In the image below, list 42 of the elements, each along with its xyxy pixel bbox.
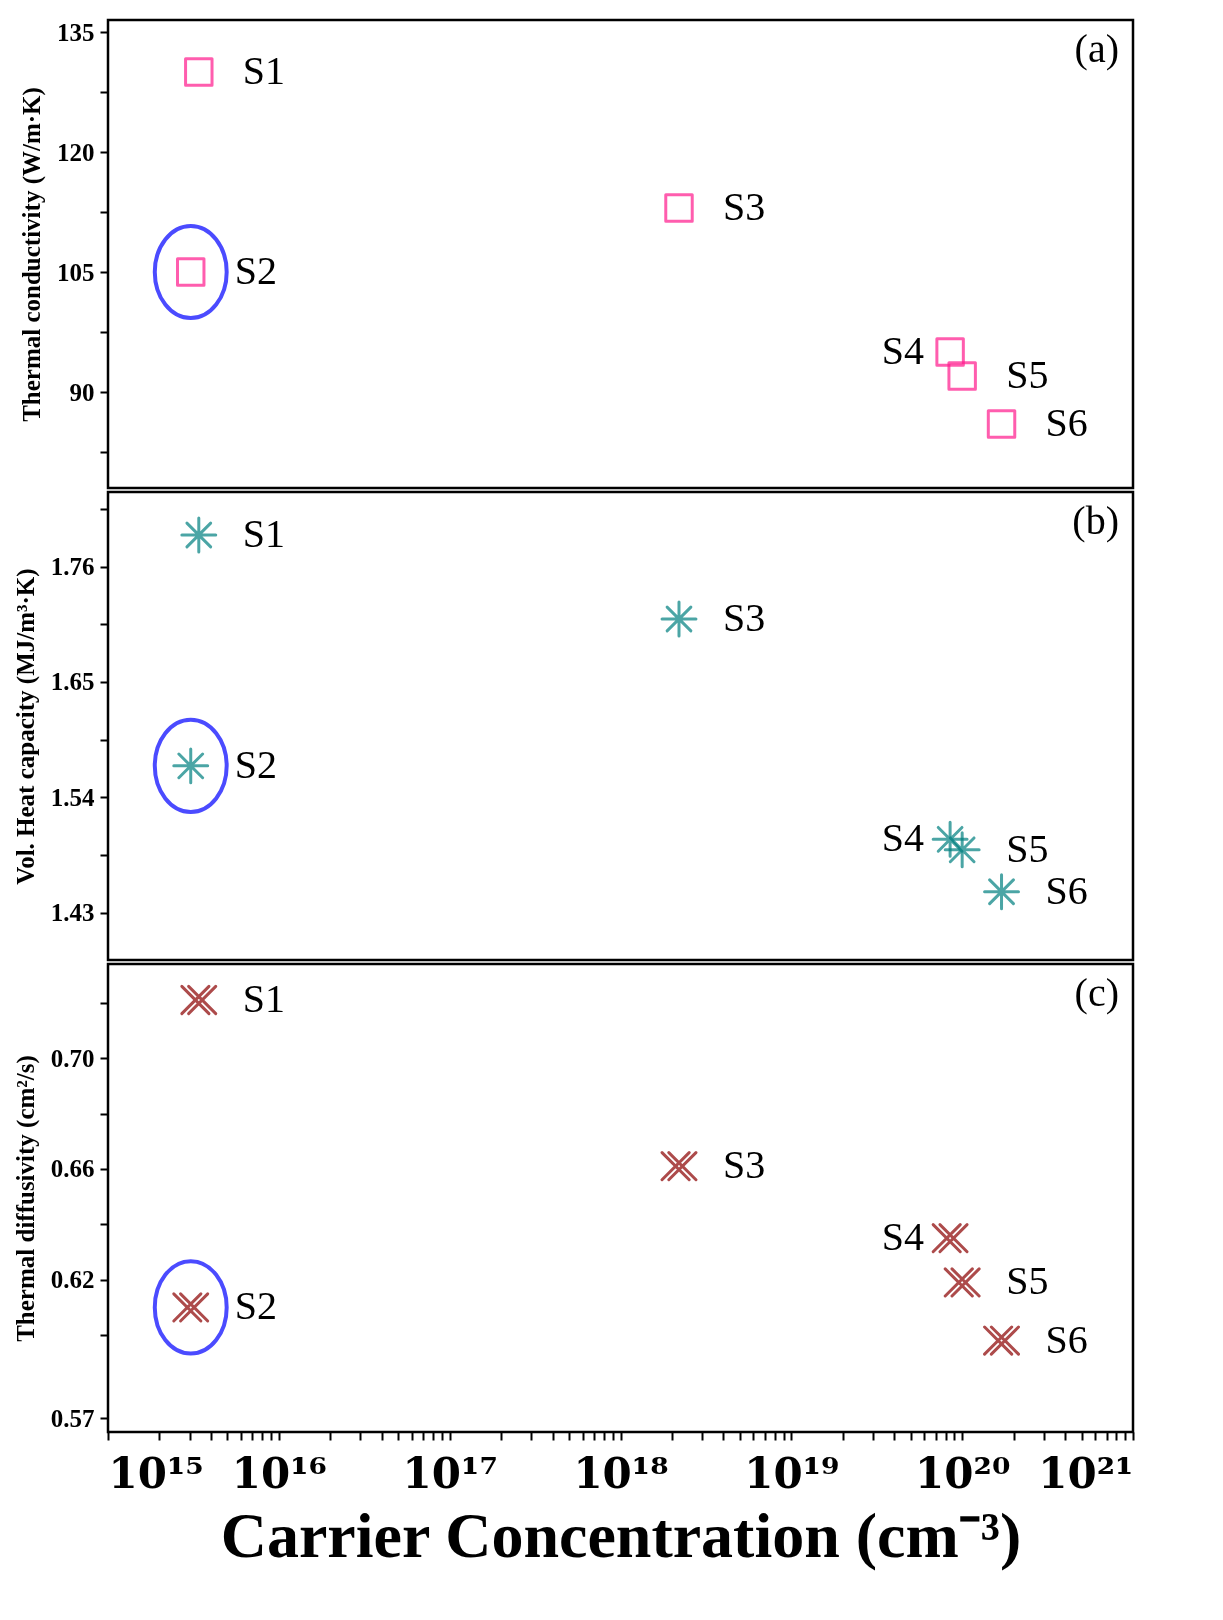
y-tick-label: 1.43 xyxy=(50,899,95,927)
x-tick-label: 10¹⁸ xyxy=(573,1448,669,1498)
annotation: S3 xyxy=(723,1142,766,1188)
x-tick-label: 10¹⁷ xyxy=(402,1448,498,1498)
y-tick-label: 0.62 xyxy=(50,1266,95,1294)
x-tick-label: 10¹⁶ xyxy=(231,1448,327,1498)
y-tick-label: 105 xyxy=(57,258,95,286)
annotation: S2 xyxy=(234,741,277,787)
annotation: S3 xyxy=(723,594,766,640)
annotation: S4 xyxy=(881,1214,925,1260)
annotation: S3 xyxy=(723,184,766,229)
y-axis-title: Vol. Heat capacity (MJ/m³·K) xyxy=(11,568,40,885)
y-axis-title: Thermal diffusivity (cm²/s) xyxy=(11,1055,40,1342)
y-tick-label: 135 xyxy=(57,18,95,46)
annotation: S4 xyxy=(881,328,925,373)
y-tick-label: 1.76 xyxy=(50,553,95,580)
annotation: S6 xyxy=(1045,1316,1088,1362)
y-tick-label: 0.70 xyxy=(50,1044,95,1072)
annotation: S1 xyxy=(242,48,286,93)
y-tick-label: 0.66 xyxy=(50,1155,95,1183)
x-tick-label: 10²¹ xyxy=(1038,1448,1134,1498)
annotation: S1 xyxy=(242,511,286,557)
annotation: S1 xyxy=(242,976,286,1021)
annotation: (b) xyxy=(1072,498,1119,543)
annotation: S4 xyxy=(881,815,925,861)
annotation: (c) xyxy=(1074,970,1119,1015)
y-tick-label: 0.57 xyxy=(50,1404,95,1432)
x-tick-label: 10²⁰ xyxy=(915,1448,1011,1498)
annotation: S5 xyxy=(1006,352,1049,397)
y-tick-label: 1.65 xyxy=(50,668,95,696)
x-axis-title: Carrier Concentration (cm⁻³) xyxy=(220,1499,1022,1571)
y-tick-label: 1.54 xyxy=(50,783,95,811)
x-tick-label: 10¹⁹ xyxy=(744,1448,840,1498)
x-tick-label: 10¹⁵ xyxy=(108,1448,204,1498)
annotation: S2 xyxy=(234,1283,277,1329)
y-tick-label: 120 xyxy=(57,138,95,166)
annotation: S6 xyxy=(1045,400,1088,445)
annotation: S2 xyxy=(234,248,277,293)
y-tick-label: 90 xyxy=(69,378,95,406)
annotation: S5 xyxy=(1006,1258,1049,1304)
annotation: (a) xyxy=(1074,26,1119,71)
y-axis-title: Thermal conductivity (W/m·K) xyxy=(18,87,46,422)
